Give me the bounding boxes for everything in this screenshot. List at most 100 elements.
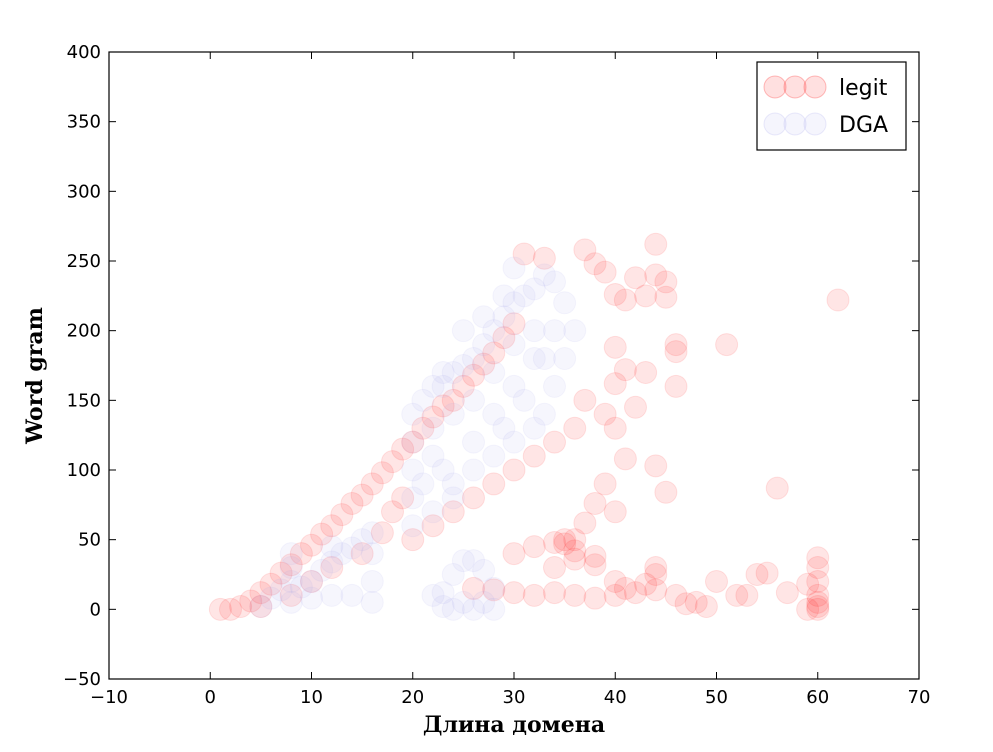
x-tick-label: 10 [300, 687, 323, 708]
legit-point [593, 402, 617, 426]
legend-marker-dot [763, 75, 787, 99]
dga-point [441, 597, 465, 621]
legit-point [543, 556, 566, 580]
legit-point [279, 583, 303, 607]
dga-point [431, 360, 455, 384]
dga-point [431, 595, 455, 619]
y-tick-label: 350 [67, 112, 101, 133]
legit-point [664, 333, 688, 357]
dga-point [411, 472, 435, 496]
dga-point [441, 563, 465, 586]
legit-point [613, 576, 637, 600]
legit-point [502, 542, 526, 566]
dga-point [421, 444, 445, 468]
dga-point [543, 270, 566, 294]
dga-point [522, 416, 546, 440]
legit-point [603, 569, 627, 593]
legit-point [543, 430, 566, 454]
legit-point [350, 483, 374, 507]
legit-point [644, 578, 668, 602]
legit-point [603, 372, 627, 396]
x-tick-label: 40 [604, 687, 627, 708]
legit-point [401, 528, 425, 552]
legend-marker-legit [763, 75, 827, 99]
legit-point [654, 285, 678, 309]
legit-point [573, 511, 597, 535]
legit-point [705, 569, 728, 593]
legend-label-legit: legit [839, 76, 888, 101]
dga-point [512, 388, 536, 412]
legit-point [330, 503, 354, 527]
legit-point [613, 358, 637, 382]
legend-marker-dot [803, 112, 827, 136]
legit-point [512, 242, 536, 266]
legit-point [482, 578, 506, 602]
legit-point [664, 583, 688, 607]
dga-point [340, 536, 364, 560]
legit-point [289, 542, 313, 566]
legit-point [279, 553, 303, 577]
legit-point [563, 583, 587, 607]
dga-point [441, 360, 465, 384]
legit-point [765, 476, 789, 500]
legit-point [441, 388, 465, 412]
legit-point [806, 595, 830, 619]
dga-point [492, 416, 516, 440]
dga-point [401, 430, 425, 454]
dga-point [300, 586, 323, 610]
dga-point [411, 388, 435, 412]
y-tick-label: 0 [90, 599, 101, 620]
legit-point [593, 260, 617, 284]
dga-point [401, 514, 425, 538]
legit-point [208, 597, 232, 621]
legit-point [806, 590, 830, 614]
legit-point [482, 472, 506, 496]
legend-marker-dot [783, 112, 807, 136]
legit-point [725, 583, 749, 607]
dga-point [462, 549, 485, 573]
dga-point [482, 444, 506, 468]
legit-point [441, 500, 465, 524]
dga-point [492, 305, 516, 329]
dga-point [431, 374, 455, 398]
legit-point [644, 454, 668, 478]
dga-point [249, 595, 273, 619]
legit-point [391, 437, 415, 461]
legit-point [644, 263, 668, 287]
legit-point [300, 533, 323, 557]
dga-point [279, 556, 303, 580]
legit-point [310, 522, 334, 546]
legit-point [259, 572, 283, 596]
legit-point [654, 480, 678, 504]
legit-point [370, 521, 394, 545]
legit-point [563, 416, 587, 440]
legit-point [603, 335, 627, 359]
legit-point [664, 374, 688, 398]
dga-point [522, 277, 546, 301]
legit-point [350, 542, 374, 566]
dga-point [522, 347, 546, 371]
legit-point [269, 561, 293, 585]
y-tick-label: −50 [63, 669, 101, 690]
dga-point [421, 500, 445, 524]
dga-point [320, 583, 344, 607]
y-tick-label: 100 [67, 460, 101, 481]
legit-point [532, 246, 556, 270]
legit-point [249, 595, 273, 619]
legit-point [239, 589, 263, 613]
legit-point [755, 561, 779, 585]
x-axis-label: Длина домена [423, 712, 605, 738]
dga-point [401, 402, 425, 426]
axis-ticks: −10 0 10 20 30 40 50 60 70 −50 0 50 100 150 200 250 300 3… [63, 42, 930, 708]
legit-point [502, 312, 526, 336]
legit-point [654, 270, 678, 294]
dga-point [431, 458, 455, 482]
y-tick-label: 250 [67, 251, 101, 272]
legit-point [462, 363, 485, 387]
legit-point [593, 472, 617, 496]
legit-point [806, 556, 830, 580]
legit-point [684, 590, 708, 614]
dga-point [310, 558, 334, 582]
legend: legit DGA [756, 61, 907, 151]
